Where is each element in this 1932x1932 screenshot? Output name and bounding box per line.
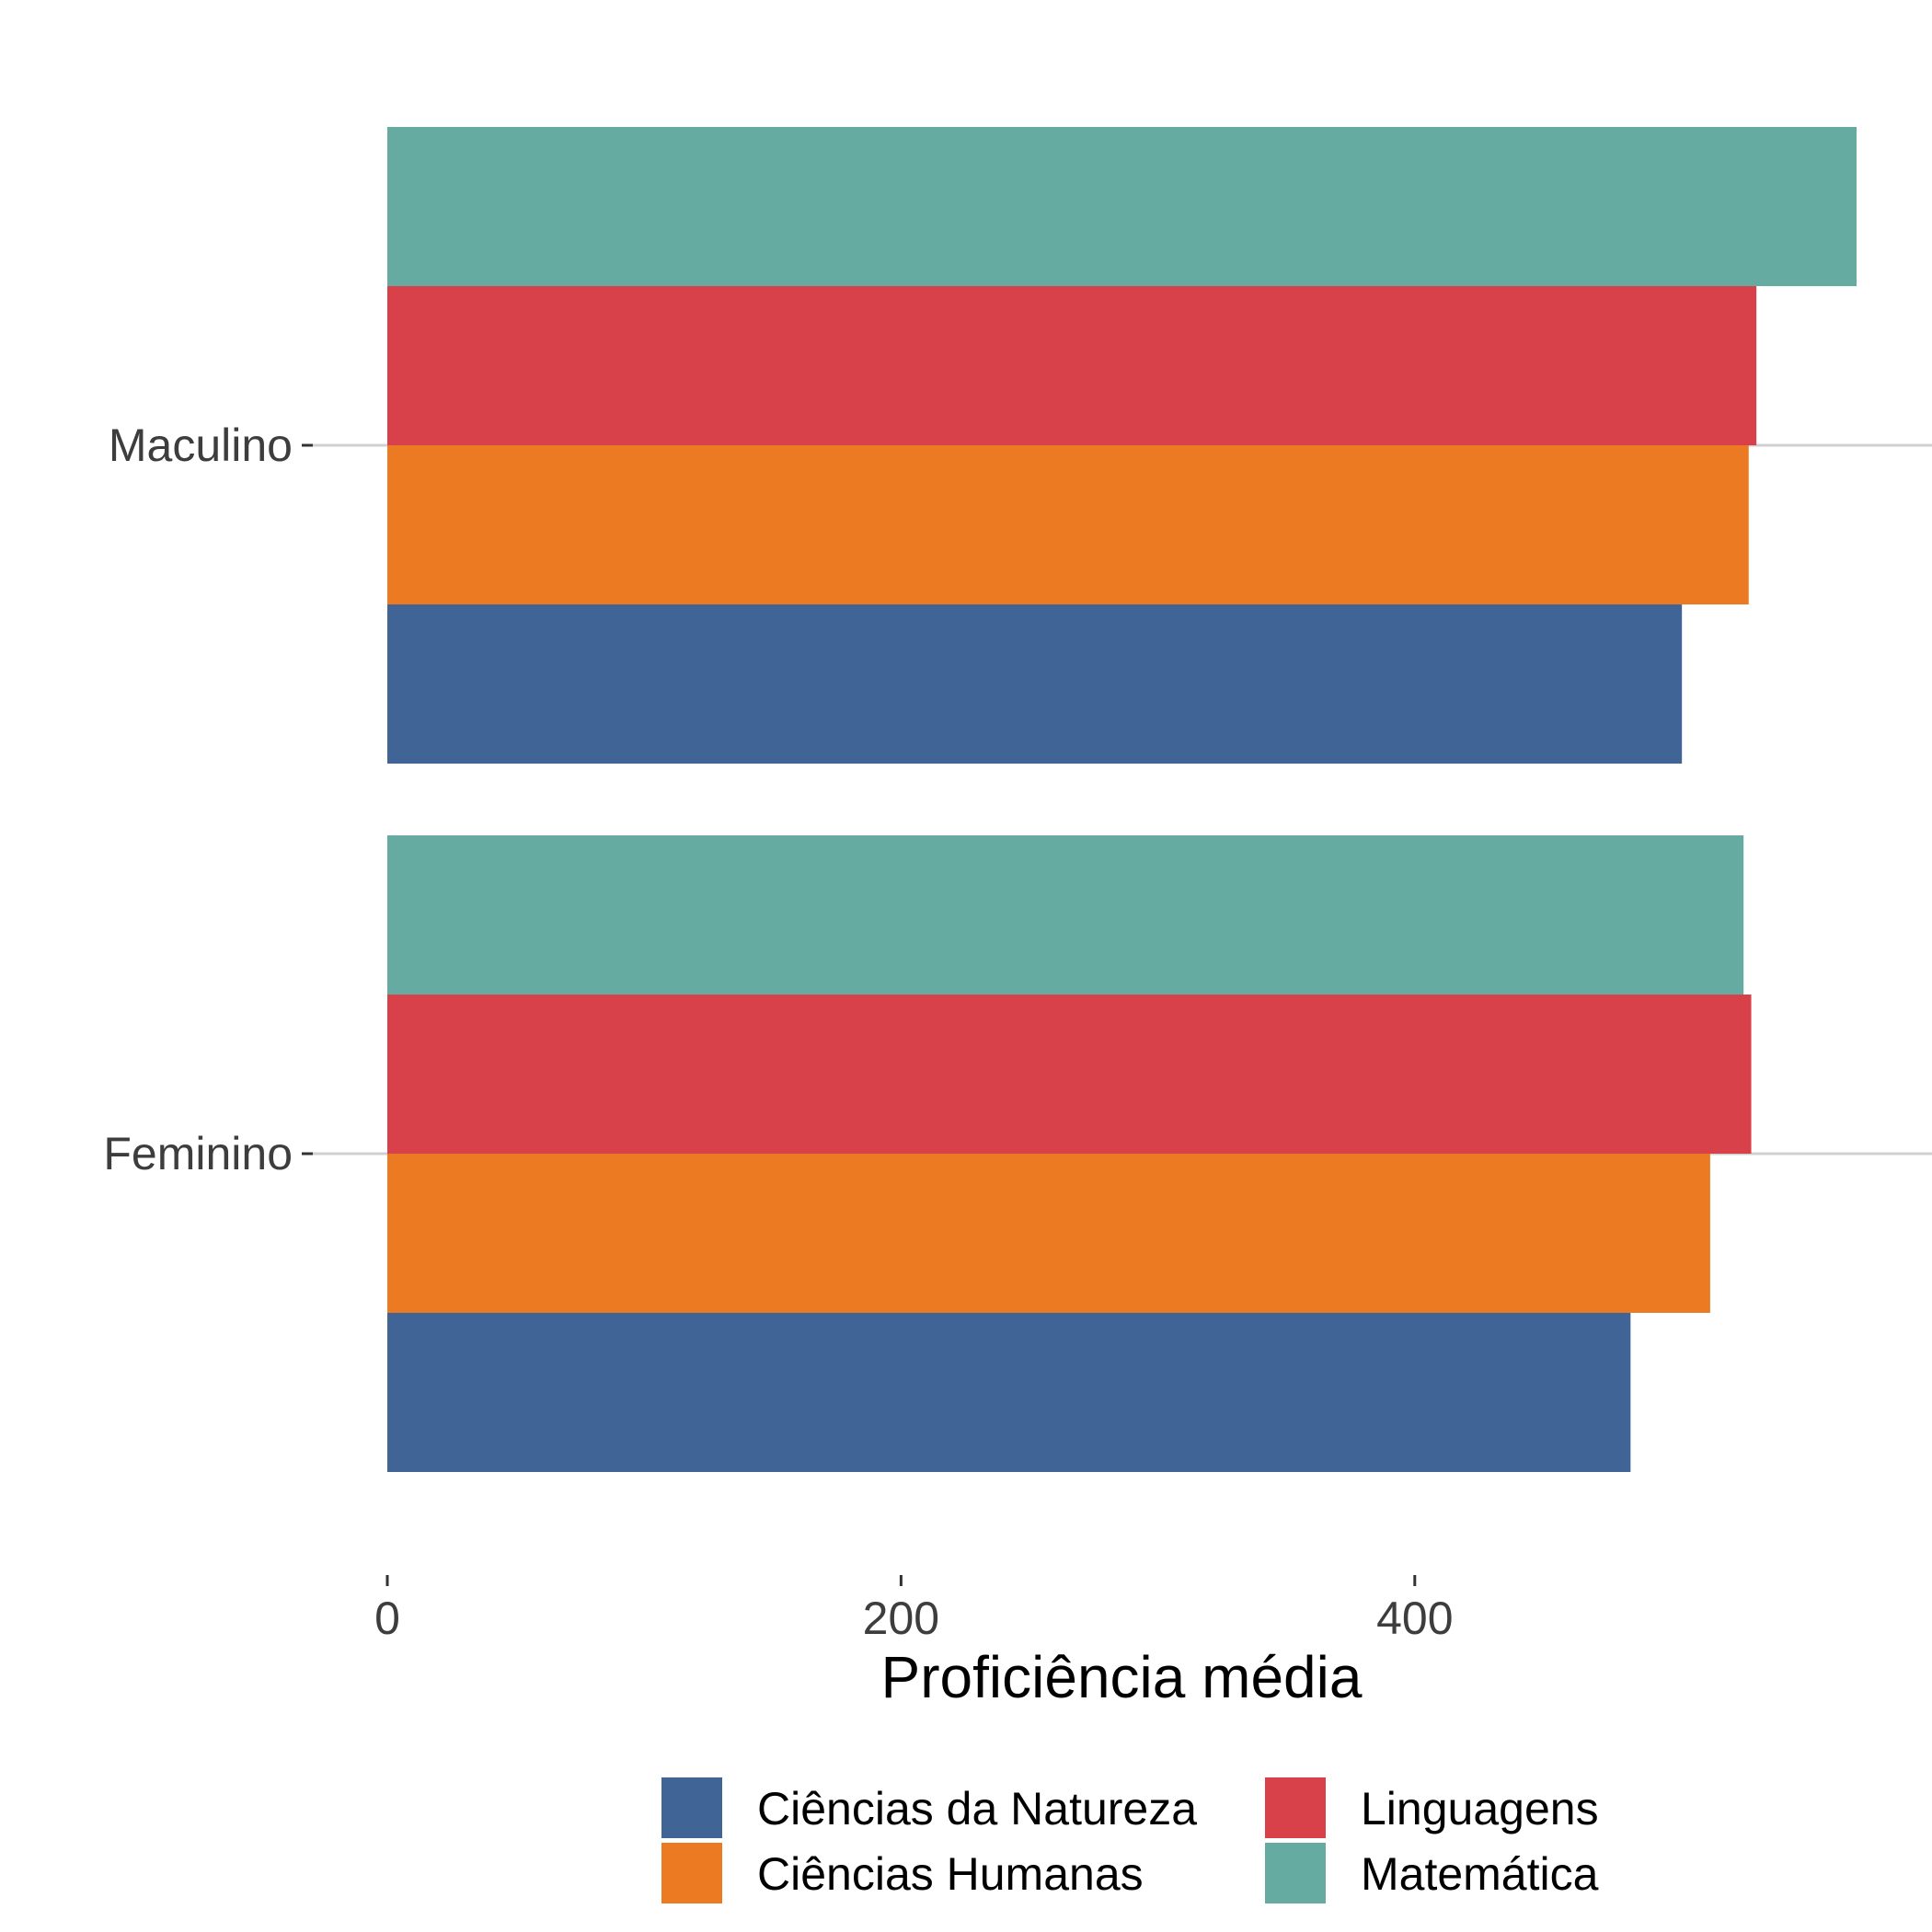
x-axis-title: Proficiência média [881, 1644, 1363, 1710]
legend-label-0: Ciências da Natureza [757, 1783, 1197, 1834]
legend-label-1: Ciências Humanas [757, 1848, 1144, 1900]
y-axis: Maculino Feminino [103, 420, 313, 1179]
legend: Ciências da Natureza Ciências Humanas Ling… [661, 1777, 1599, 1903]
bar-maculino-3 [387, 127, 1857, 286]
bar-feminino-0 [387, 1313, 1631, 1472]
x-axis: 0 200 400 [374, 1575, 1454, 1644]
legend-key-0 [661, 1777, 722, 1838]
x-tick-label-200: 200 [863, 1593, 939, 1644]
bar-maculino-0 [387, 604, 1683, 764]
bars [387, 127, 1857, 1472]
legend-label-2: Linguagens [1361, 1783, 1599, 1834]
y-tick-label-feminino: Feminino [103, 1128, 293, 1179]
bar-feminino-2 [387, 995, 1752, 1154]
bar-feminino-3 [387, 835, 1744, 995]
legend-key-3 [1265, 1843, 1326, 1903]
legend-label-3: Matemática [1361, 1848, 1599, 1900]
bar-maculino-1 [387, 445, 1749, 604]
bar-feminino-1 [387, 1154, 1710, 1313]
bar-maculino-2 [387, 286, 1757, 445]
x-tick-label-400: 400 [1376, 1593, 1453, 1644]
x-tick-label-0: 0 [374, 1593, 400, 1644]
y-tick-label-maculino: Maculino [109, 420, 293, 471]
legend-key-1 [661, 1843, 722, 1903]
legend-key-2 [1265, 1777, 1326, 1838]
